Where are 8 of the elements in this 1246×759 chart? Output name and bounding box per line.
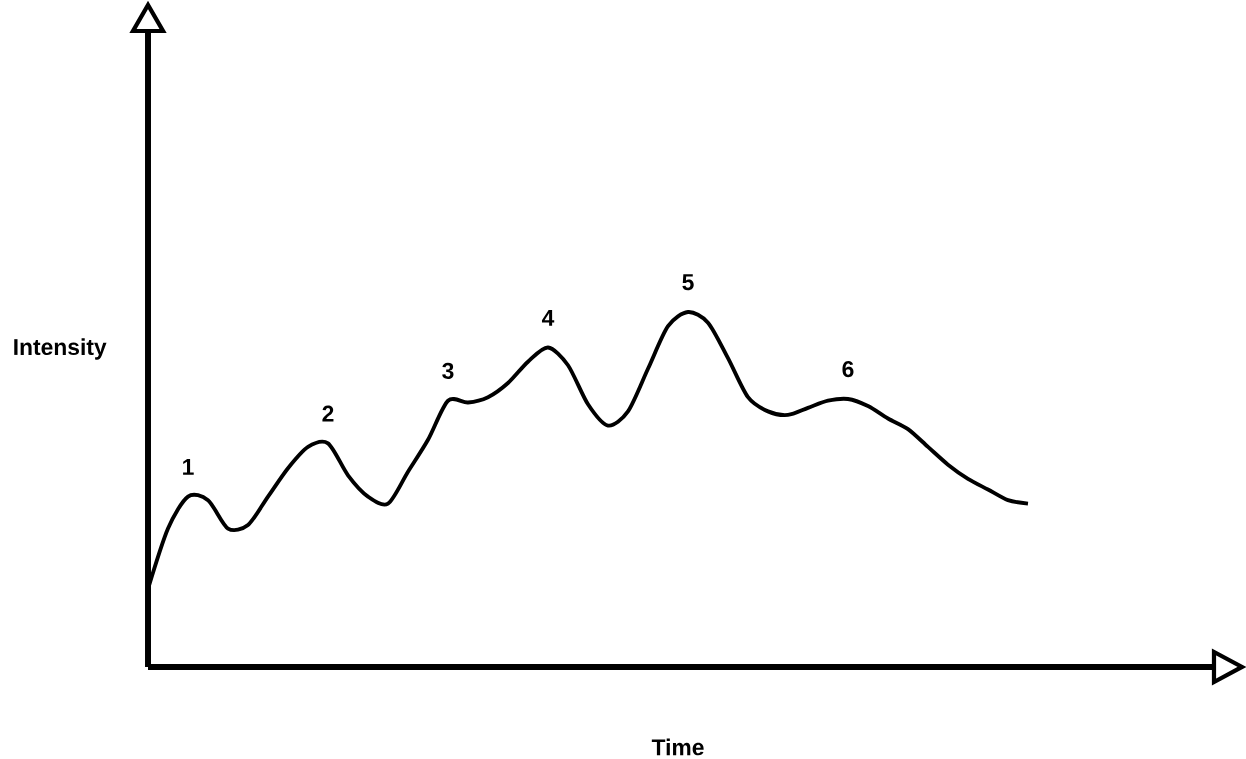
annotation: 6 bbox=[842, 361, 854, 378]
annotation: 2 bbox=[322, 405, 334, 422]
annotation: 4 bbox=[541, 309, 555, 326]
y-axis-title: Intensity bbox=[14, 338, 107, 360]
annotation: 3 bbox=[442, 362, 454, 379]
x-axis-title: Time bbox=[651, 738, 704, 756]
annotation: 1 bbox=[183, 459, 194, 475]
text: 5 bbox=[682, 274, 694, 291]
